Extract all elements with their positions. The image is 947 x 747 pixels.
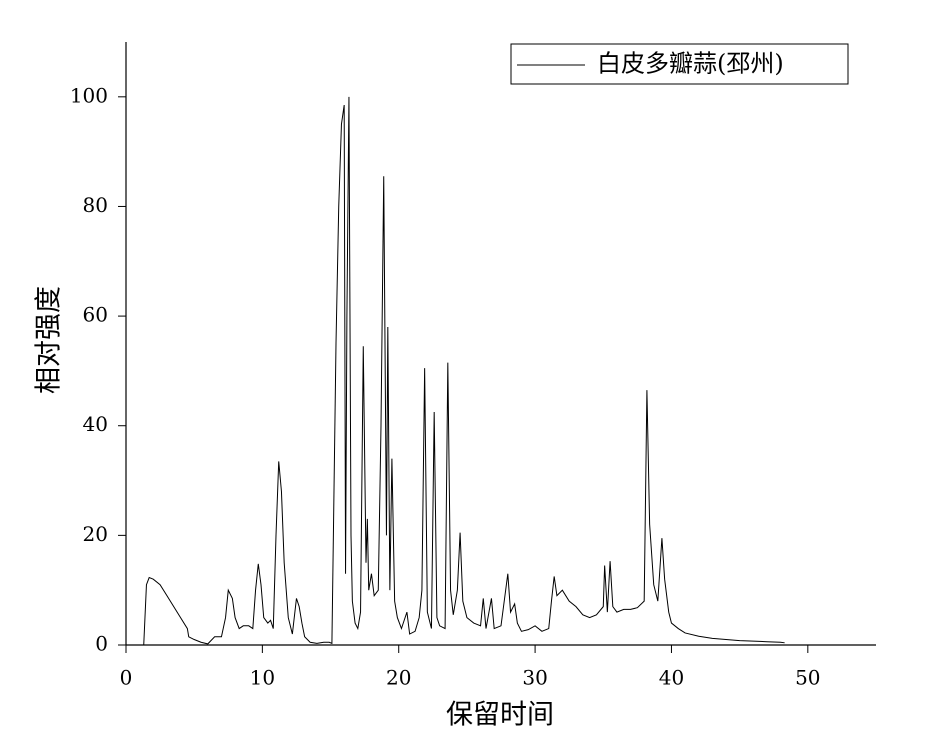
data-line (143, 96, 785, 646)
x-tick-label: 30 (522, 666, 547, 690)
legend-label: 白皮多瓣蒜(邳州) (597, 50, 784, 78)
y-tick-label: 100 (70, 83, 108, 107)
x-tick-label: 50 (795, 666, 820, 690)
y-axis-label: 相对强度 (34, 286, 65, 394)
legend-box (510, 43, 849, 85)
y-tick-label: 40 (83, 412, 108, 436)
y-tick-label: 0 (95, 632, 108, 656)
x-tick-label: 0 (120, 666, 133, 690)
y-tick-label: 80 (83, 193, 108, 217)
x-tick-label: 20 (386, 666, 411, 690)
y-tick-label: 20 (83, 522, 108, 546)
x-axis-label: 保留时间 (446, 700, 554, 731)
x-tick-label: 10 (250, 666, 275, 690)
y-tick-label: 60 (83, 303, 108, 327)
x-tick-label: 40 (659, 666, 684, 690)
